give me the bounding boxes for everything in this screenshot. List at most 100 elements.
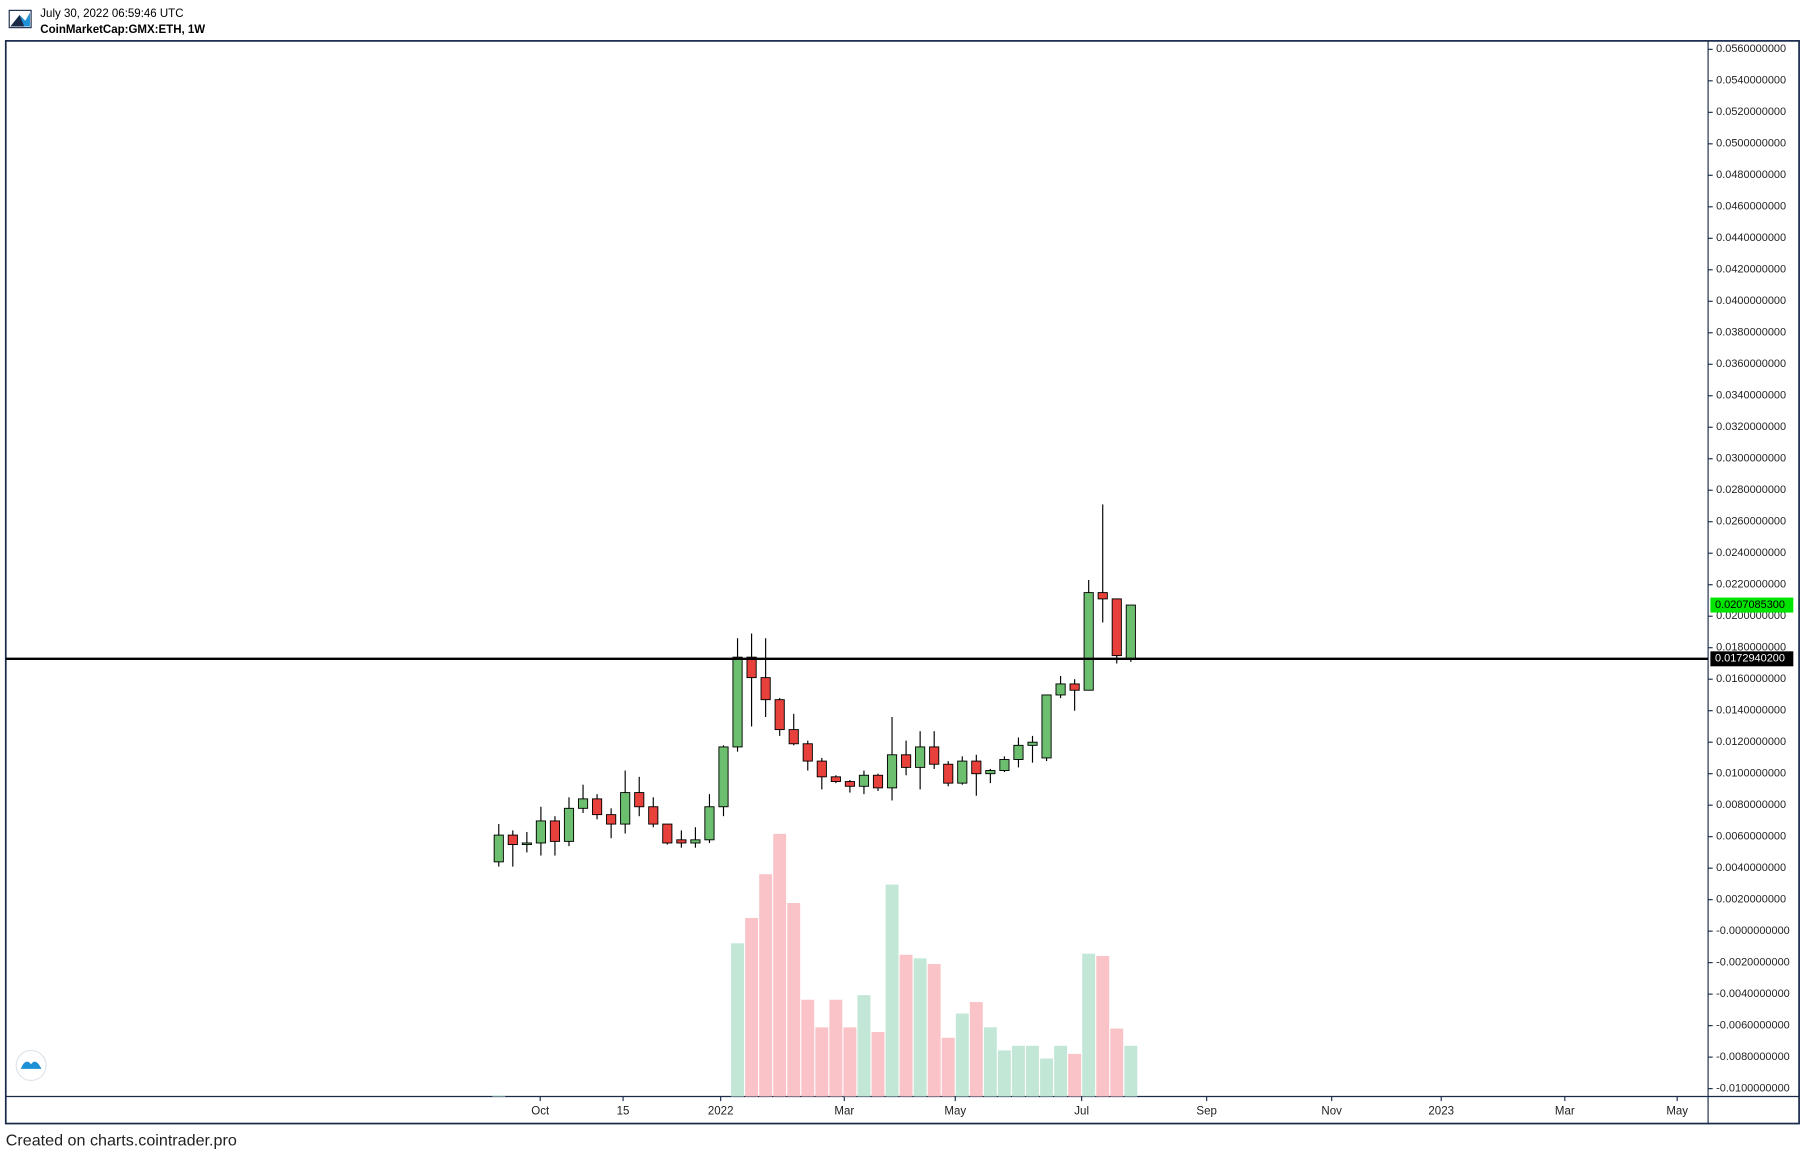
volume-bar bbox=[913, 958, 927, 1097]
y-tick-label: 0.0180000000 bbox=[1716, 642, 1786, 654]
y-tick-label: 0.0400000000 bbox=[1716, 295, 1786, 307]
y-tick-label: 0.0380000000 bbox=[1716, 327, 1786, 339]
y-tick-label: 0.0560000000 bbox=[1716, 43, 1786, 55]
volume-bar bbox=[843, 1027, 857, 1097]
y-tick-label: 0.0440000000 bbox=[1716, 232, 1786, 244]
candle-body bbox=[1055, 683, 1066, 696]
volume-bar bbox=[955, 1013, 969, 1097]
x-tick-label: Jul bbox=[1074, 1106, 1089, 1118]
y-tick-label: 0.0020000000 bbox=[1716, 894, 1786, 906]
candle-body bbox=[943, 763, 954, 784]
watermark-logo bbox=[15, 1049, 47, 1081]
y-tick-label: -0.0020000000 bbox=[1716, 957, 1790, 969]
volume-bar bbox=[997, 1050, 1011, 1097]
y-tick-label: 0.0220000000 bbox=[1716, 579, 1786, 591]
y-tick-label: 0.0420000000 bbox=[1716, 264, 1786, 276]
candle-body bbox=[648, 806, 659, 825]
candle-body bbox=[620, 792, 631, 825]
candle-body bbox=[802, 743, 813, 762]
volume-bar bbox=[1012, 1045, 1025, 1097]
volume-bar bbox=[871, 1031, 885, 1097]
y-tick-label: -0.0080000000 bbox=[1716, 1051, 1790, 1063]
y-tick-label: 0.0140000000 bbox=[1716, 705, 1786, 717]
header-logo bbox=[8, 9, 32, 29]
x-tick-label: Mar bbox=[834, 1106, 854, 1118]
y-tick-label: 0.0040000000 bbox=[1716, 862, 1786, 874]
volume-bars bbox=[492, 833, 1138, 1097]
volume-bar bbox=[899, 954, 913, 1097]
candle-body bbox=[563, 807, 575, 842]
timestamp: July 30, 2022 06:59:46 UTC bbox=[40, 8, 183, 20]
y-tick-label: 0.0280000000 bbox=[1716, 484, 1786, 496]
candle-body bbox=[760, 677, 771, 701]
y-tick-label: 0.0160000000 bbox=[1716, 673, 1786, 685]
y-tick-label: 0.0540000000 bbox=[1716, 75, 1786, 87]
volume-bar bbox=[1026, 1045, 1039, 1097]
candle-body bbox=[662, 823, 673, 844]
candle-body bbox=[577, 798, 589, 809]
volume-bar bbox=[801, 999, 815, 1097]
x-tick-label: Mar bbox=[1555, 1106, 1575, 1118]
candle-body bbox=[1083, 592, 1094, 691]
volume-bar bbox=[745, 917, 759, 1097]
volume-bar bbox=[969, 1002, 983, 1097]
volume-bar bbox=[829, 999, 843, 1097]
volume-bar bbox=[1082, 953, 1096, 1097]
y-tick-label: 0.0060000000 bbox=[1716, 831, 1786, 843]
candle-body bbox=[999, 759, 1010, 771]
volume-bar bbox=[1054, 1045, 1068, 1097]
candle-body bbox=[507, 834, 518, 846]
volume-bar bbox=[787, 902, 801, 1097]
candle-body bbox=[1013, 744, 1024, 760]
x-tick-label: May bbox=[944, 1106, 966, 1118]
x-tick-label: Oct bbox=[531, 1106, 550, 1118]
candle-body bbox=[985, 770, 996, 775]
volume-bar bbox=[731, 943, 744, 1097]
volume-bar bbox=[983, 1027, 997, 1097]
candle-body bbox=[957, 760, 968, 784]
y-tick-label: 0.0480000000 bbox=[1716, 169, 1786, 181]
candle-body bbox=[901, 754, 912, 768]
y-tick-label: 0.0320000000 bbox=[1716, 421, 1786, 433]
candle-body bbox=[634, 792, 645, 808]
volume-bar bbox=[759, 874, 773, 1097]
candle-body bbox=[1111, 598, 1122, 657]
y-tick-label: 0.0100000000 bbox=[1716, 768, 1786, 780]
y-tick-label: -0.0060000000 bbox=[1716, 1020, 1790, 1032]
x-tick-label: 2023 bbox=[1428, 1106, 1454, 1118]
y-tick-label: 0.0120000000 bbox=[1716, 736, 1786, 748]
candles bbox=[493, 504, 1136, 867]
y-tick-label: -0.0000000000 bbox=[1716, 925, 1790, 937]
last-price-label: 0.0207085300 bbox=[1715, 599, 1785, 611]
x-tick-label: May bbox=[1666, 1106, 1688, 1118]
volume-bar bbox=[1040, 1058, 1053, 1097]
volume-bar bbox=[773, 833, 787, 1097]
candle-body bbox=[521, 842, 532, 846]
y-tick-label: 0.0360000000 bbox=[1716, 358, 1786, 370]
volume-bar bbox=[927, 964, 941, 1097]
candle-body bbox=[690, 839, 701, 844]
candle-body bbox=[830, 776, 841, 783]
candle-body bbox=[718, 746, 729, 808]
last-price-label-box bbox=[1710, 597, 1794, 613]
candle-body bbox=[816, 760, 827, 778]
x-tick-label: Sep bbox=[1196, 1106, 1216, 1118]
candle-body bbox=[746, 656, 757, 679]
candle-body bbox=[844, 781, 855, 787]
candle-body bbox=[872, 774, 884, 789]
footer: Created on charts.cointrader.pro bbox=[6, 1132, 237, 1150]
y-tick-label: -0.0040000000 bbox=[1716, 988, 1790, 1000]
chart-frame bbox=[4, 40, 1800, 1125]
horizontal-line-label-box bbox=[1710, 651, 1794, 667]
candle-body bbox=[732, 656, 743, 748]
volume-bar bbox=[885, 884, 899, 1097]
candle-body bbox=[549, 820, 561, 842]
volume-bar bbox=[1124, 1045, 1138, 1097]
y-tick-label: 0.0080000000 bbox=[1716, 799, 1786, 811]
horizontal-line-label: 0.0172940200 bbox=[1715, 653, 1785, 665]
candle-body bbox=[1097, 592, 1108, 600]
candle-body bbox=[1027, 741, 1038, 746]
x-tick-label: 15 bbox=[617, 1106, 630, 1118]
